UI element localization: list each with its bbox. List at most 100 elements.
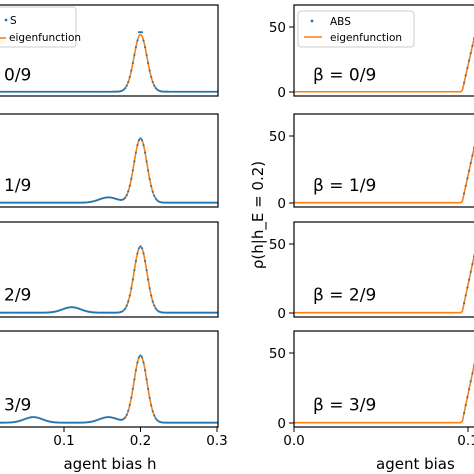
abs-point xyxy=(137,31,141,34)
abs-point xyxy=(189,201,193,204)
abs-point xyxy=(173,90,176,93)
abs-point xyxy=(176,201,179,204)
abs-point xyxy=(110,90,113,93)
abs-point xyxy=(58,421,61,424)
abs-point xyxy=(203,421,206,424)
abs-point xyxy=(151,80,154,84)
abs-point xyxy=(24,311,27,314)
abs-point xyxy=(469,380,472,383)
abs-point xyxy=(26,90,29,93)
abs-point xyxy=(131,169,134,172)
abs-point xyxy=(156,199,159,202)
abs-point xyxy=(140,31,144,34)
abs-point xyxy=(206,201,209,204)
abs-point xyxy=(93,90,96,93)
abs-point xyxy=(209,421,212,424)
abs-point xyxy=(72,421,75,424)
abs-point xyxy=(67,421,70,424)
abs-point xyxy=(85,201,88,204)
abs-point xyxy=(154,87,157,90)
abs-point xyxy=(464,184,467,187)
abs-point xyxy=(174,311,177,314)
abs-point xyxy=(148,287,151,290)
abs-point xyxy=(78,90,81,93)
abs-point xyxy=(67,201,70,204)
abs-point xyxy=(194,421,197,424)
abs-point xyxy=(177,311,180,314)
abs-point xyxy=(26,311,29,314)
abs-point xyxy=(193,201,196,204)
abs-point xyxy=(147,278,150,281)
abs-point xyxy=(53,90,56,93)
abs-point xyxy=(160,201,163,204)
abs-point xyxy=(182,311,185,314)
abs-point xyxy=(88,90,92,93)
legend-abs-marker xyxy=(310,19,314,23)
abs-point xyxy=(99,311,102,314)
abs-point xyxy=(147,388,150,391)
abs-point xyxy=(134,151,137,154)
abs-point xyxy=(3,90,6,93)
abs-point xyxy=(24,90,27,93)
right-legend: ABS eigenfunction xyxy=(297,10,415,48)
abs-point xyxy=(211,90,214,93)
abs-point xyxy=(23,311,26,314)
abs-point xyxy=(165,90,168,93)
abs-point xyxy=(150,404,153,407)
abs-point xyxy=(110,311,113,314)
abs-point xyxy=(41,90,44,93)
abs-point xyxy=(464,294,467,297)
abs-point xyxy=(194,90,197,93)
abs-point xyxy=(75,201,78,204)
abs-point xyxy=(176,90,179,93)
abs-point xyxy=(23,201,26,204)
abs-point xyxy=(121,310,124,313)
abs-point xyxy=(96,311,99,314)
abs-point xyxy=(185,90,188,93)
abs-point xyxy=(147,62,150,65)
abs-point xyxy=(62,421,66,424)
abs-point xyxy=(59,90,62,93)
abs-point xyxy=(200,421,203,424)
abs-point xyxy=(163,201,167,204)
abs-point xyxy=(4,90,7,93)
abs-point xyxy=(73,201,76,204)
abs-point xyxy=(79,201,82,204)
abs-point xyxy=(43,311,46,314)
abs-point xyxy=(166,90,170,93)
abs-point xyxy=(4,201,7,204)
abs-point xyxy=(136,252,139,255)
abs-point xyxy=(4,311,7,314)
abs-point xyxy=(153,304,156,307)
abs-point xyxy=(214,421,217,424)
abs-point xyxy=(47,201,50,204)
abs-point xyxy=(144,369,147,372)
abs-point xyxy=(7,201,10,204)
abs-point xyxy=(166,421,170,424)
abs-point xyxy=(142,39,145,42)
abs-point xyxy=(98,90,101,93)
abs-point xyxy=(203,311,206,314)
abs-point xyxy=(20,201,23,204)
abs-point xyxy=(150,294,153,297)
abs-point xyxy=(33,416,36,419)
abs-point xyxy=(191,311,194,314)
abs-point xyxy=(90,311,93,314)
abs-point xyxy=(170,201,173,204)
abs-point xyxy=(133,160,136,163)
abs-point xyxy=(9,421,12,424)
abs-point xyxy=(144,46,147,49)
abs-point xyxy=(196,201,199,204)
abs-point xyxy=(1,311,4,314)
abs-point xyxy=(163,90,167,93)
abs-point xyxy=(17,201,20,204)
abs-point xyxy=(29,311,32,314)
abs-point xyxy=(144,260,147,263)
abs-point xyxy=(197,421,200,424)
abs-point xyxy=(111,90,115,93)
abs-point xyxy=(92,311,95,314)
abs-point xyxy=(53,201,56,204)
abs-point xyxy=(124,196,127,199)
abs-point xyxy=(133,378,136,381)
